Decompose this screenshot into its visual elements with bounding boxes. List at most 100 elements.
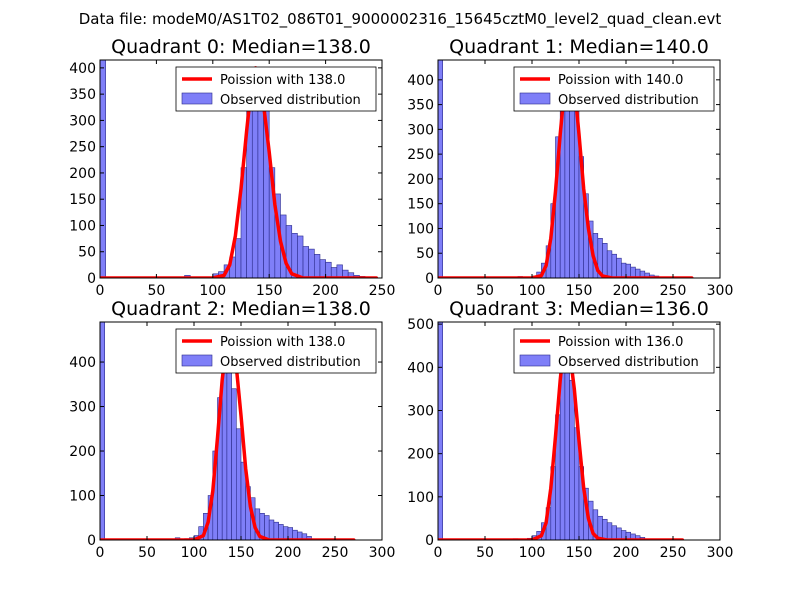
y-tick-label: 50 bbox=[78, 245, 96, 261]
legend: Poission with 138.0 Observed distribution bbox=[175, 328, 377, 374]
legend-label-fit: Poission with 140.0 bbox=[558, 73, 683, 88]
y-tick-label: 0 bbox=[87, 533, 96, 549]
histogram-bar bbox=[616, 527, 622, 540]
x-tick-label: 200 bbox=[613, 283, 640, 299]
subplot-title: Quadrant 1: Median=140.0 bbox=[449, 36, 709, 58]
histogram-bar bbox=[287, 527, 293, 540]
y-tick-label: 350 bbox=[69, 87, 96, 103]
axes-frame bbox=[99, 59, 383, 279]
y-tick-label: 200 bbox=[69, 444, 96, 460]
legend-bar-swatch bbox=[181, 354, 213, 367]
legend-bar-swatch bbox=[519, 354, 551, 367]
x-tick-label: 100 bbox=[519, 545, 546, 561]
histogram-bar bbox=[264, 515, 270, 540]
x-tick-label: 300 bbox=[707, 545, 734, 561]
x-tick-label: 0 bbox=[434, 545, 443, 561]
legend-label-observed: Observed distribution bbox=[558, 355, 699, 370]
x-tick-label: 150 bbox=[566, 283, 593, 299]
y-tick-label: 250 bbox=[69, 140, 96, 156]
legend-bar-swatch bbox=[181, 92, 213, 105]
histogram-bar bbox=[308, 248, 315, 278]
x-tick-label: 0 bbox=[96, 545, 105, 561]
subplot-title: Quadrant 3: Median=136.0 bbox=[449, 298, 709, 320]
histogram-bar bbox=[278, 524, 284, 540]
subplot-title: Quadrant 0: Median=138.0 bbox=[111, 36, 371, 58]
x-tick-label: 0 bbox=[96, 283, 105, 299]
y-tick-label: 0 bbox=[425, 533, 434, 549]
histogram-bar bbox=[235, 238, 242, 278]
legend-label-observed: Observed distribution bbox=[220, 355, 361, 370]
y-tick-label: 400 bbox=[69, 61, 96, 77]
y-tick-label: 100 bbox=[69, 489, 96, 505]
legend-bar-swatch bbox=[519, 92, 551, 105]
y-tick-label: 200 bbox=[407, 447, 434, 463]
histogram-bar bbox=[625, 263, 631, 278]
y-tick-label: 300 bbox=[69, 113, 96, 129]
x-tick-label: 50 bbox=[476, 283, 494, 299]
x-tick-label: 100 bbox=[519, 283, 546, 299]
x-tick-label: 250 bbox=[322, 545, 349, 561]
y-tick-label: 100 bbox=[69, 218, 96, 234]
x-tick-label: 100 bbox=[181, 545, 208, 561]
legend: Poission with 136.0 Observed distribution bbox=[513, 328, 715, 374]
y-tick-label: 300 bbox=[407, 122, 434, 138]
y-tick-label: 150 bbox=[407, 197, 434, 213]
plot-area bbox=[438, 322, 685, 540]
quadrant-2-subplot: Quadrant 2: Median=138.0 0 50 100 150 200 250 3… bbox=[69, 298, 395, 561]
y-tick-label: 350 bbox=[407, 98, 434, 114]
y-tick-label: 400 bbox=[69, 355, 96, 371]
y-tick-label: 250 bbox=[407, 147, 434, 163]
histogram-bar bbox=[319, 259, 326, 278]
histogram-bar bbox=[438, 322, 443, 540]
quadrant-3-subplot: Quadrant 3: Median=136.0 0 50 100 150 200 250 3… bbox=[407, 298, 733, 561]
y-tick-label: 0 bbox=[425, 271, 434, 287]
x-tick-label: 200 bbox=[613, 545, 640, 561]
quadrant-1-subplot: Quadrant 1: Median=140.0 0 50 100 150 200 250 3… bbox=[407, 36, 733, 299]
y-tick-label: 400 bbox=[407, 73, 434, 89]
x-tick-label: 0 bbox=[434, 283, 443, 299]
histogram-bar bbox=[100, 60, 106, 278]
y-tick-label: 150 bbox=[69, 192, 96, 208]
histogram-bar bbox=[602, 518, 608, 540]
histogram-bar bbox=[611, 525, 617, 540]
legend-label-fit: Poission with 138.0 bbox=[220, 73, 345, 88]
y-tick-label: 100 bbox=[407, 490, 434, 506]
y-tick-label: 500 bbox=[407, 317, 434, 333]
x-tick-label: 300 bbox=[369, 545, 396, 561]
y-tick-label: 300 bbox=[69, 400, 96, 416]
y-tick-label: 200 bbox=[69, 166, 96, 182]
histogram-bar bbox=[302, 246, 309, 278]
histogram-bar bbox=[336, 264, 343, 278]
y-tick-label: 100 bbox=[407, 221, 434, 237]
histogram-bar bbox=[236, 428, 242, 540]
histogram-bar bbox=[268, 519, 275, 540]
histogram-bar bbox=[606, 522, 613, 540]
x-tick-label: 150 bbox=[256, 283, 283, 299]
x-tick-label: 200 bbox=[312, 283, 339, 299]
histogram-bar bbox=[291, 233, 298, 278]
x-tick-label: 150 bbox=[228, 545, 255, 561]
histogram-bar bbox=[597, 515, 603, 540]
histogram-bar bbox=[606, 250, 613, 278]
x-tick-label: 250 bbox=[369, 283, 396, 299]
x-tick-label: 50 bbox=[476, 545, 494, 561]
legend-label-observed: Observed distribution bbox=[558, 93, 699, 108]
quadrant-0-subplot: Quadrant 0: Median=138.0 0 50 100 150 200 250 0… bbox=[69, 36, 395, 299]
subplot-title: Quadrant 2: Median=138.0 bbox=[111, 298, 371, 320]
x-tick-label: 50 bbox=[147, 283, 165, 299]
x-tick-label: 150 bbox=[566, 545, 593, 561]
x-tick-label: 250 bbox=[660, 545, 687, 561]
histogram-bar bbox=[297, 235, 304, 278]
histogram-bar bbox=[325, 261, 332, 278]
legend: Poission with 138.0 Observed distribution bbox=[175, 66, 377, 112]
legend-label-fit: Poission with 136.0 bbox=[558, 335, 683, 350]
y-tick-label: 400 bbox=[407, 360, 434, 376]
histogram-bar bbox=[611, 253, 617, 278]
figure-suptitle: Data file: modeM0/AS1T02_086T01_90000023… bbox=[79, 10, 722, 29]
histogram-bar bbox=[620, 262, 627, 278]
y-tick-label: 300 bbox=[407, 403, 434, 419]
x-tick-label: 50 bbox=[138, 545, 156, 561]
histogram-bar bbox=[231, 388, 237, 540]
